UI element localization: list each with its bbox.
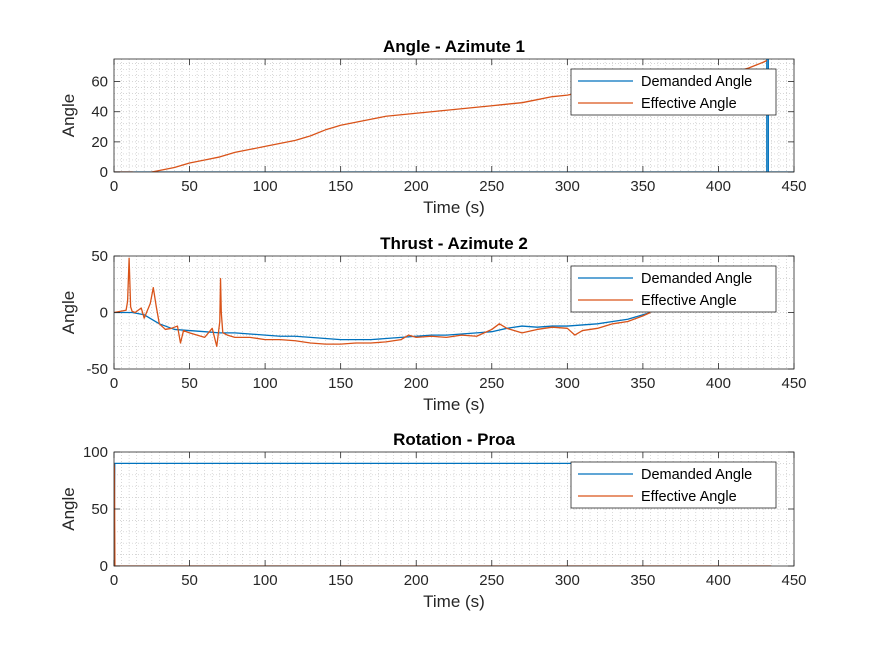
y-tick-label: 0 [100,164,108,181]
x-tick-label: 350 [630,375,655,392]
x-tick-label: 50 [181,572,198,589]
y-axis-label: Angle [59,487,78,530]
x-tick-label: 0 [110,572,118,589]
x-tick-label: 350 [630,572,655,589]
x-tick-label: 0 [110,375,118,392]
y-axis-label: Angle [59,94,78,137]
x-tick-label: 250 [479,178,504,195]
legend-label: Demanded Angle [641,74,752,90]
chart-title: Thrust - Azimute 2 [380,234,528,253]
legend-label: Demanded Angle [641,467,752,483]
y-tick-label: 50 [91,501,108,518]
legend-label: Effective Angle [641,489,737,505]
series-group [114,257,651,348]
minor-grid [114,452,794,566]
x-tick-label: 50 [181,375,198,392]
x-axis-label: Time (s) [423,198,485,217]
y-tick-label: 100 [83,444,108,461]
x-tick-label: 400 [706,375,731,392]
x-tick-label: 100 [253,178,278,195]
x-tick-label: 200 [404,178,429,195]
x-tick-label: 300 [555,178,580,195]
x-tick-label: 250 [479,572,504,589]
x-tick-label: 0 [110,178,118,195]
chart-title: Angle - Azimute 1 [383,37,525,56]
legend-box [570,265,777,313]
y-tick-label: 0 [100,558,108,575]
y-tick-label: 40 [91,104,108,121]
x-tick-label: 100 [253,375,278,392]
subplot-3: 0 50 100 150 200 250 300 350 400 450 0 50 100 Rotatio… [59,430,807,611]
subplot-1: 0 50 100 150 200 250 300 350 400 450 0 20 40 60 Angle … [59,37,807,217]
x-tick-label: 200 [404,572,429,589]
x-axis-label: Time (s) [423,395,485,414]
legend-label: Demanded Angle [641,271,752,287]
x-tick-label: 450 [781,375,806,392]
x-tick-label: 400 [706,178,731,195]
x-tick-label: 300 [555,375,580,392]
x-tick-label: 100 [253,572,278,589]
x-tick-label: 450 [781,178,806,195]
chart-title: Rotation - Proa [393,430,515,449]
x-tick-label: 150 [328,178,353,195]
x-tick-label: 250 [479,375,504,392]
y-axis-label: Angle [59,291,78,334]
subplot-2: 0 50 100 150 200 250 300 350 400 450-50050Thrust … [59,234,807,414]
x-tick-label: 450 [781,572,806,589]
legend-label: Effective Angle [641,293,737,309]
x-tick-label: 300 [555,572,580,589]
x-tick-label: 350 [630,178,655,195]
series-line-effective [114,257,651,348]
x-tick-label: 50 [181,178,198,195]
y-tick-label: 60 [91,74,108,91]
legend: Demanded Angle Effective Angle [570,68,777,116]
axes-box [113,58,795,173]
y-tick-label: 20 [91,134,108,151]
legend-box [570,461,777,509]
x-tick-label: 150 [328,375,353,392]
y-tick-label: -50 [86,361,108,378]
series-line-demanded [114,311,651,341]
y-tick-label: 50 [91,248,108,265]
legend: Demanded Angle Effective Angle [570,265,777,313]
legend-label: Effective Angle [641,96,737,112]
legend: Demanded Angle Effective Angle [570,461,777,509]
x-tick-label: 200 [404,375,429,392]
x-tick-label: 150 [328,572,353,589]
legend-box [570,68,777,116]
x-tick-label: 400 [706,572,731,589]
x-axis-label: Time (s) [423,592,485,611]
y-tick-label: 0 [100,305,108,322]
